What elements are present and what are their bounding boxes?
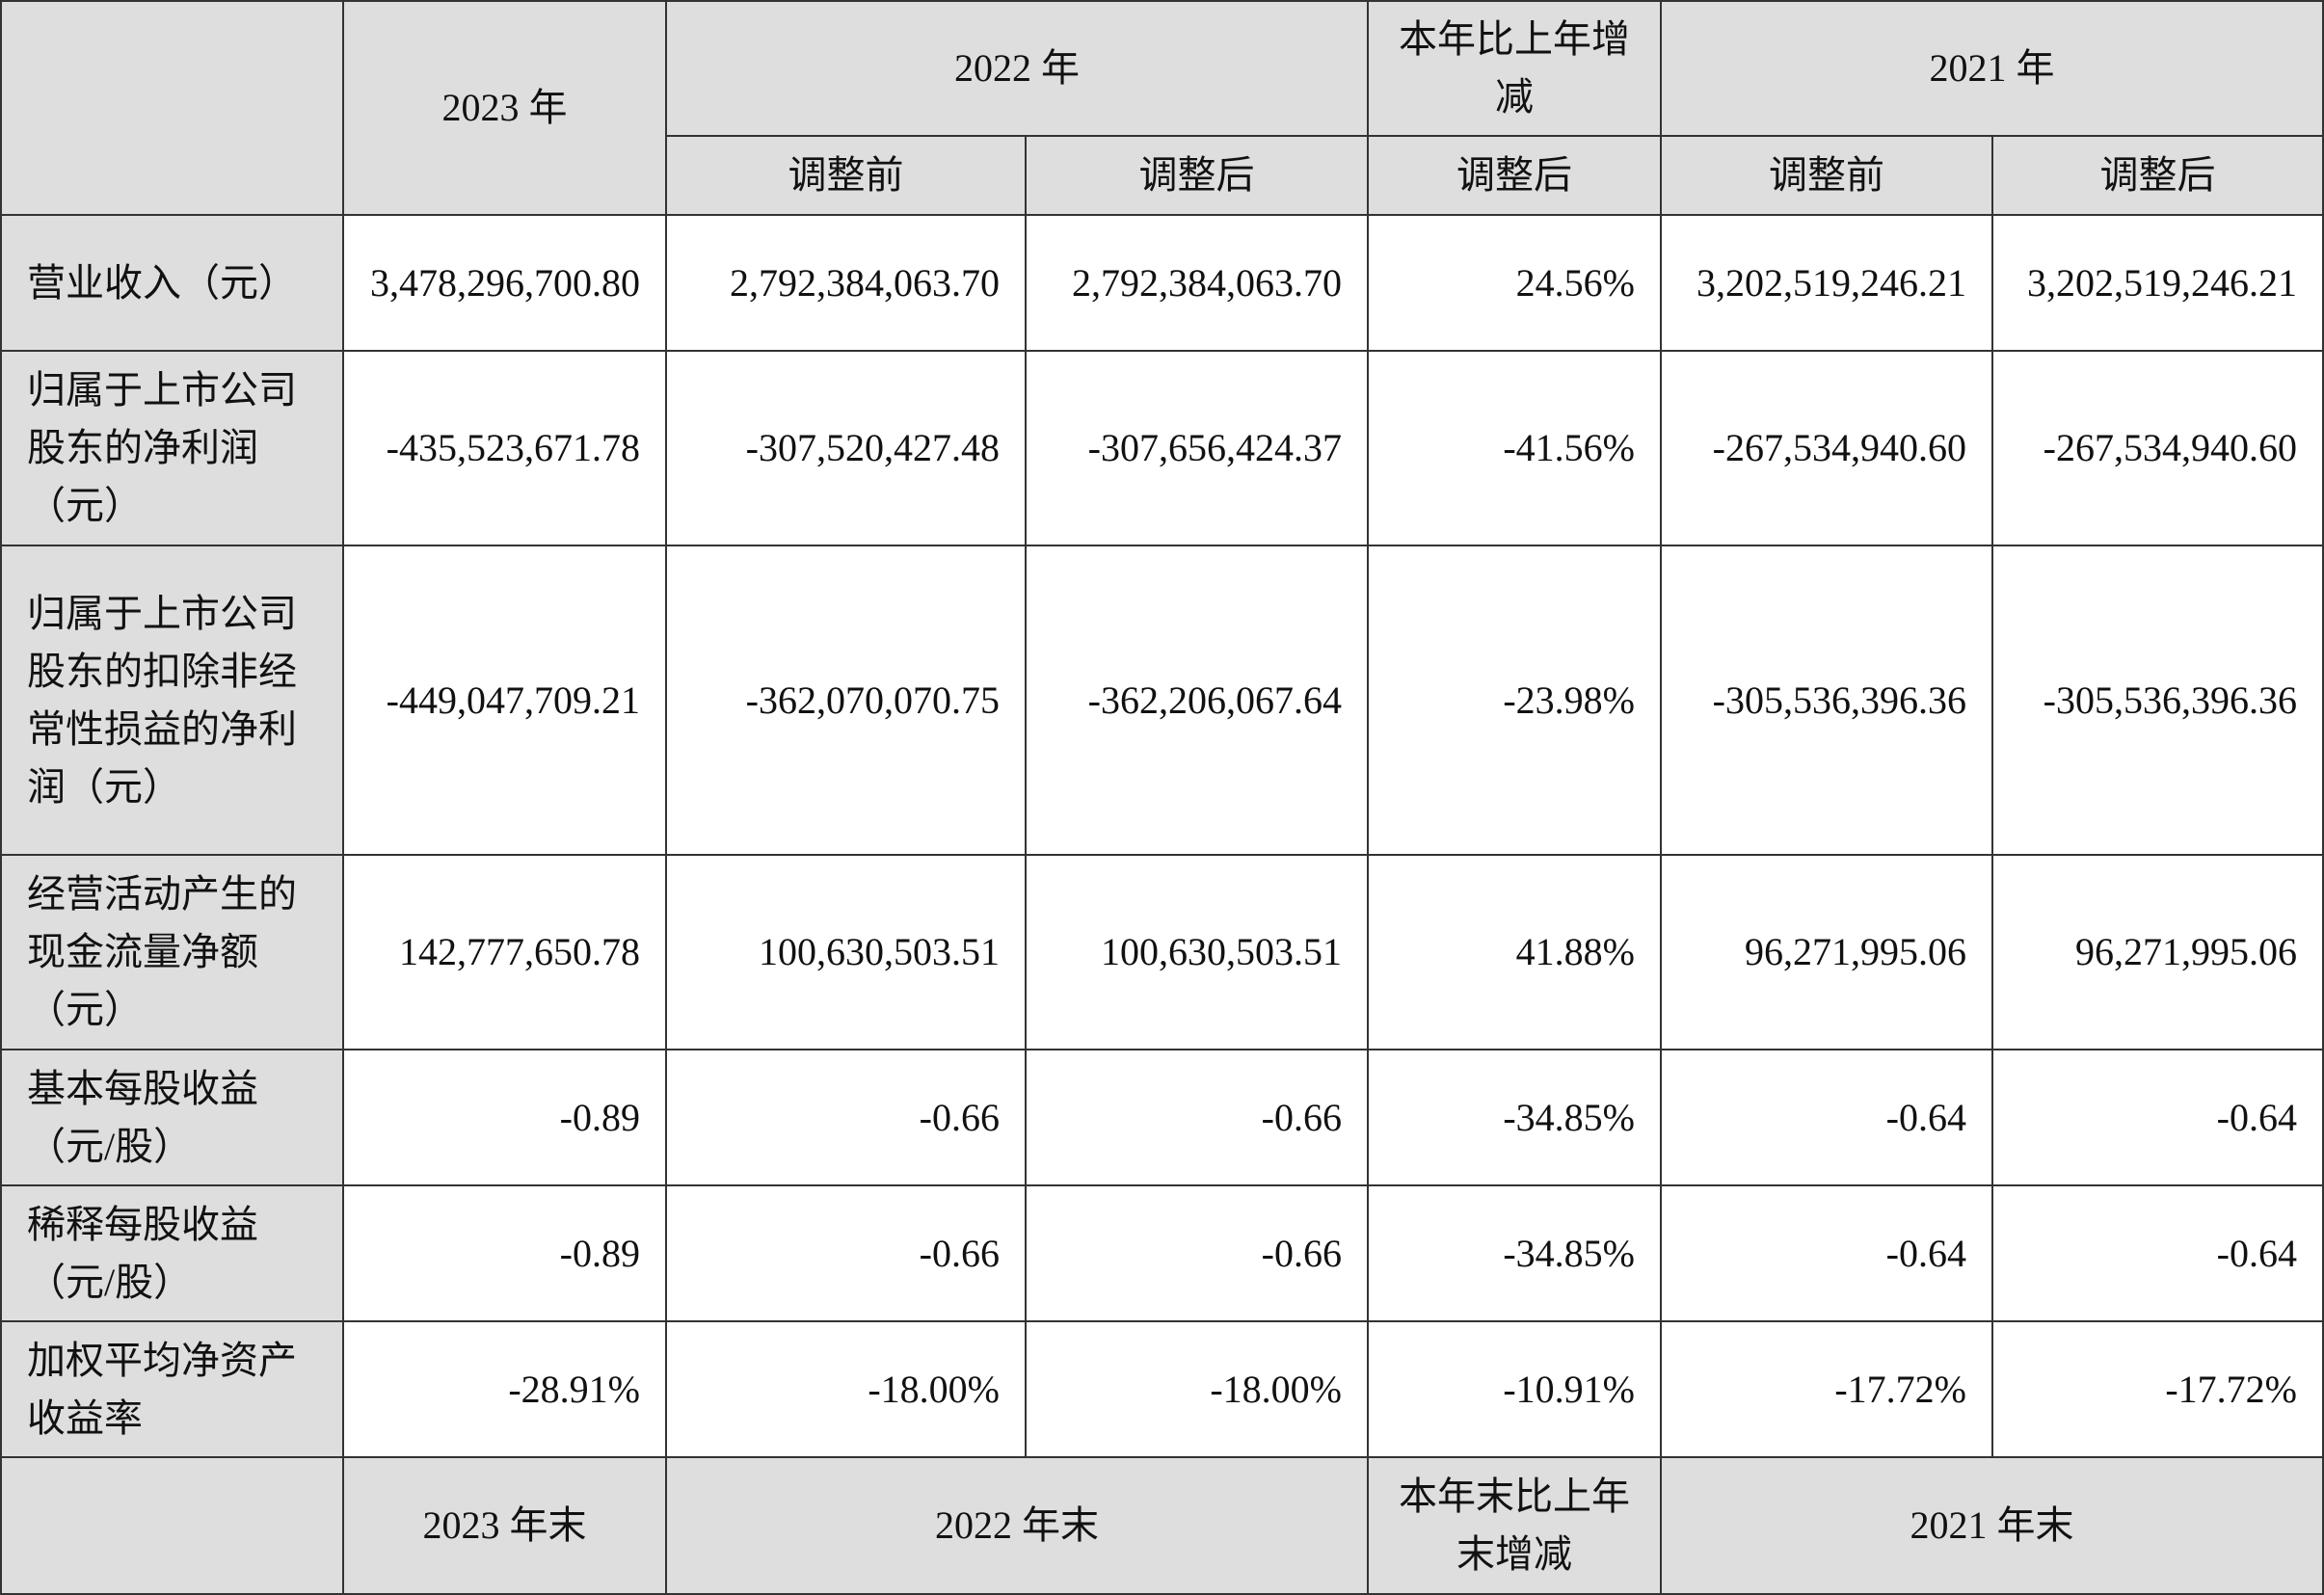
cell-2021-after: 96,271,995.06 [1991, 854, 2324, 1050]
cell-2022-before: -18.00% [665, 1320, 1027, 1458]
cell-2023: -0.89 [342, 1184, 667, 1322]
table-row: 稀释每股收益（元/股） -0.89 -0.66 -0.66 -34.85% -0… [0, 1184, 2324, 1322]
cell-2022-before: 100,630,503.51 [665, 854, 1027, 1050]
cell-2021-before: -17.72% [1660, 1320, 1993, 1458]
row-label: 归属于上市公司股东的净利润（元） [0, 350, 344, 546]
cell-2023: -435,523,671.78 [342, 350, 667, 546]
cell-2022-after: -18.00% [1025, 1320, 1369, 1458]
cell-2021-after: -0.64 [1991, 1049, 2324, 1186]
table-row: 加权平均净资产收益率 -28.91% -18.00% -18.00% -10.9… [0, 1320, 2324, 1458]
cell-2022-before: -0.66 [665, 1049, 1027, 1186]
table-row: 经营活动产生的现金流量净额（元） 142,777,650.78 100,630,… [0, 854, 2324, 1050]
cell-change: 24.56% [1367, 214, 1662, 352]
header-2021-end: 2021 年末 [1660, 1456, 2324, 1595]
header-change-end: 本年末比上年末增减 [1367, 1456, 1662, 1595]
footer-corner-cell [0, 1456, 344, 1595]
header-corner-cell [0, 0, 344, 216]
cell-2021-before: 3,202,519,246.21 [1660, 214, 1993, 352]
cell-2022-before: 2,792,384,063.70 [665, 214, 1027, 352]
cell-change: -23.98% [1367, 545, 1662, 856]
header-change: 本年比上年增减 [1367, 0, 1662, 137]
header-2023-end: 2023 年末 [342, 1456, 667, 1595]
header-2023: 2023 年 [342, 0, 667, 216]
header-change-after: 调整后 [1367, 135, 1662, 216]
header-2021-before: 调整前 [1660, 135, 1993, 216]
cell-2022-after: -362,206,067.64 [1025, 545, 1369, 856]
cell-2021-before: -305,536,396.36 [1660, 545, 1993, 856]
cell-2021-before: -0.64 [1660, 1184, 1993, 1322]
header-2022: 2022 年 [665, 0, 1369, 137]
cell-2021-after: -305,536,396.36 [1991, 545, 2324, 856]
cell-2021-before: -0.64 [1660, 1049, 1993, 1186]
cell-2021-after: -17.72% [1991, 1320, 2324, 1458]
cell-2023: -449,047,709.21 [342, 545, 667, 856]
cell-2023: -0.89 [342, 1049, 667, 1186]
header-2022-before: 调整前 [665, 135, 1027, 216]
header-2022-after: 调整后 [1025, 135, 1369, 216]
cell-2022-before: -362,070,070.75 [665, 545, 1027, 856]
cell-2023: 3,478,296,700.80 [342, 214, 667, 352]
cell-2021-before: -267,534,940.60 [1660, 350, 1993, 546]
header-row-years: 2023 年 2022 年 本年比上年增减 2021 年 [0, 0, 2324, 216]
header-2022-end: 2022 年末 [665, 1456, 1369, 1595]
header-row-year-end: 2023 年末 2022 年末 本年末比上年末增减 2021 年末 [0, 1456, 2324, 1595]
cell-2022-after: -0.66 [1025, 1049, 1369, 1186]
row-label: 归属于上市公司股东的扣除非经常性损益的净利润（元） [0, 545, 344, 856]
cell-change: 41.88% [1367, 854, 1662, 1050]
header-row-adjustment: 调整前 调整后 调整后 调整前 调整后 [1, 135, 2324, 216]
row-label: 稀释每股收益（元/股） [0, 1184, 344, 1322]
table-row: 归属于上市公司股东的扣除非经常性损益的净利润（元） -449,047,709.2… [0, 545, 2324, 856]
cell-2022-before: -0.66 [665, 1184, 1027, 1322]
cell-2022-after: -0.66 [1025, 1184, 1369, 1322]
header-2021: 2021 年 [1660, 0, 2324, 137]
header-2021-after: 调整后 [1991, 135, 2324, 216]
table-row: 归属于上市公司股东的净利润（元） -435,523,671.78 -307,52… [0, 350, 2324, 546]
row-label: 营业收入（元） [0, 214, 344, 352]
row-label: 经营活动产生的现金流量净额（元） [0, 854, 344, 1050]
cell-2022-after: -307,656,424.37 [1025, 350, 1369, 546]
cell-2021-before: 96,271,995.06 [1660, 854, 1993, 1050]
cell-change: -10.91% [1367, 1320, 1662, 1458]
cell-2023: 142,777,650.78 [342, 854, 667, 1050]
table-row: 基本每股收益（元/股） -0.89 -0.66 -0.66 -34.85% -0… [0, 1049, 2324, 1186]
cell-2022-after: 100,630,503.51 [1025, 854, 1369, 1050]
cell-2021-after: -267,534,940.60 [1991, 350, 2324, 546]
table-row: 营业收入（元） 3,478,296,700.80 2,792,384,063.7… [0, 214, 2324, 352]
cell-2021-after: 3,202,519,246.21 [1991, 214, 2324, 352]
cell-2021-after: -0.64 [1991, 1184, 2324, 1322]
cell-change: -34.85% [1367, 1049, 1662, 1186]
cell-2023: -28.91% [342, 1320, 667, 1458]
cell-2022-after: 2,792,384,063.70 [1025, 214, 1369, 352]
cell-2022-before: -307,520,427.48 [665, 350, 1027, 546]
row-label: 基本每股收益（元/股） [0, 1049, 344, 1186]
cell-change: -34.85% [1367, 1184, 1662, 1322]
cell-change: -41.56% [1367, 350, 1662, 546]
row-label: 加权平均净资产收益率 [0, 1320, 344, 1458]
